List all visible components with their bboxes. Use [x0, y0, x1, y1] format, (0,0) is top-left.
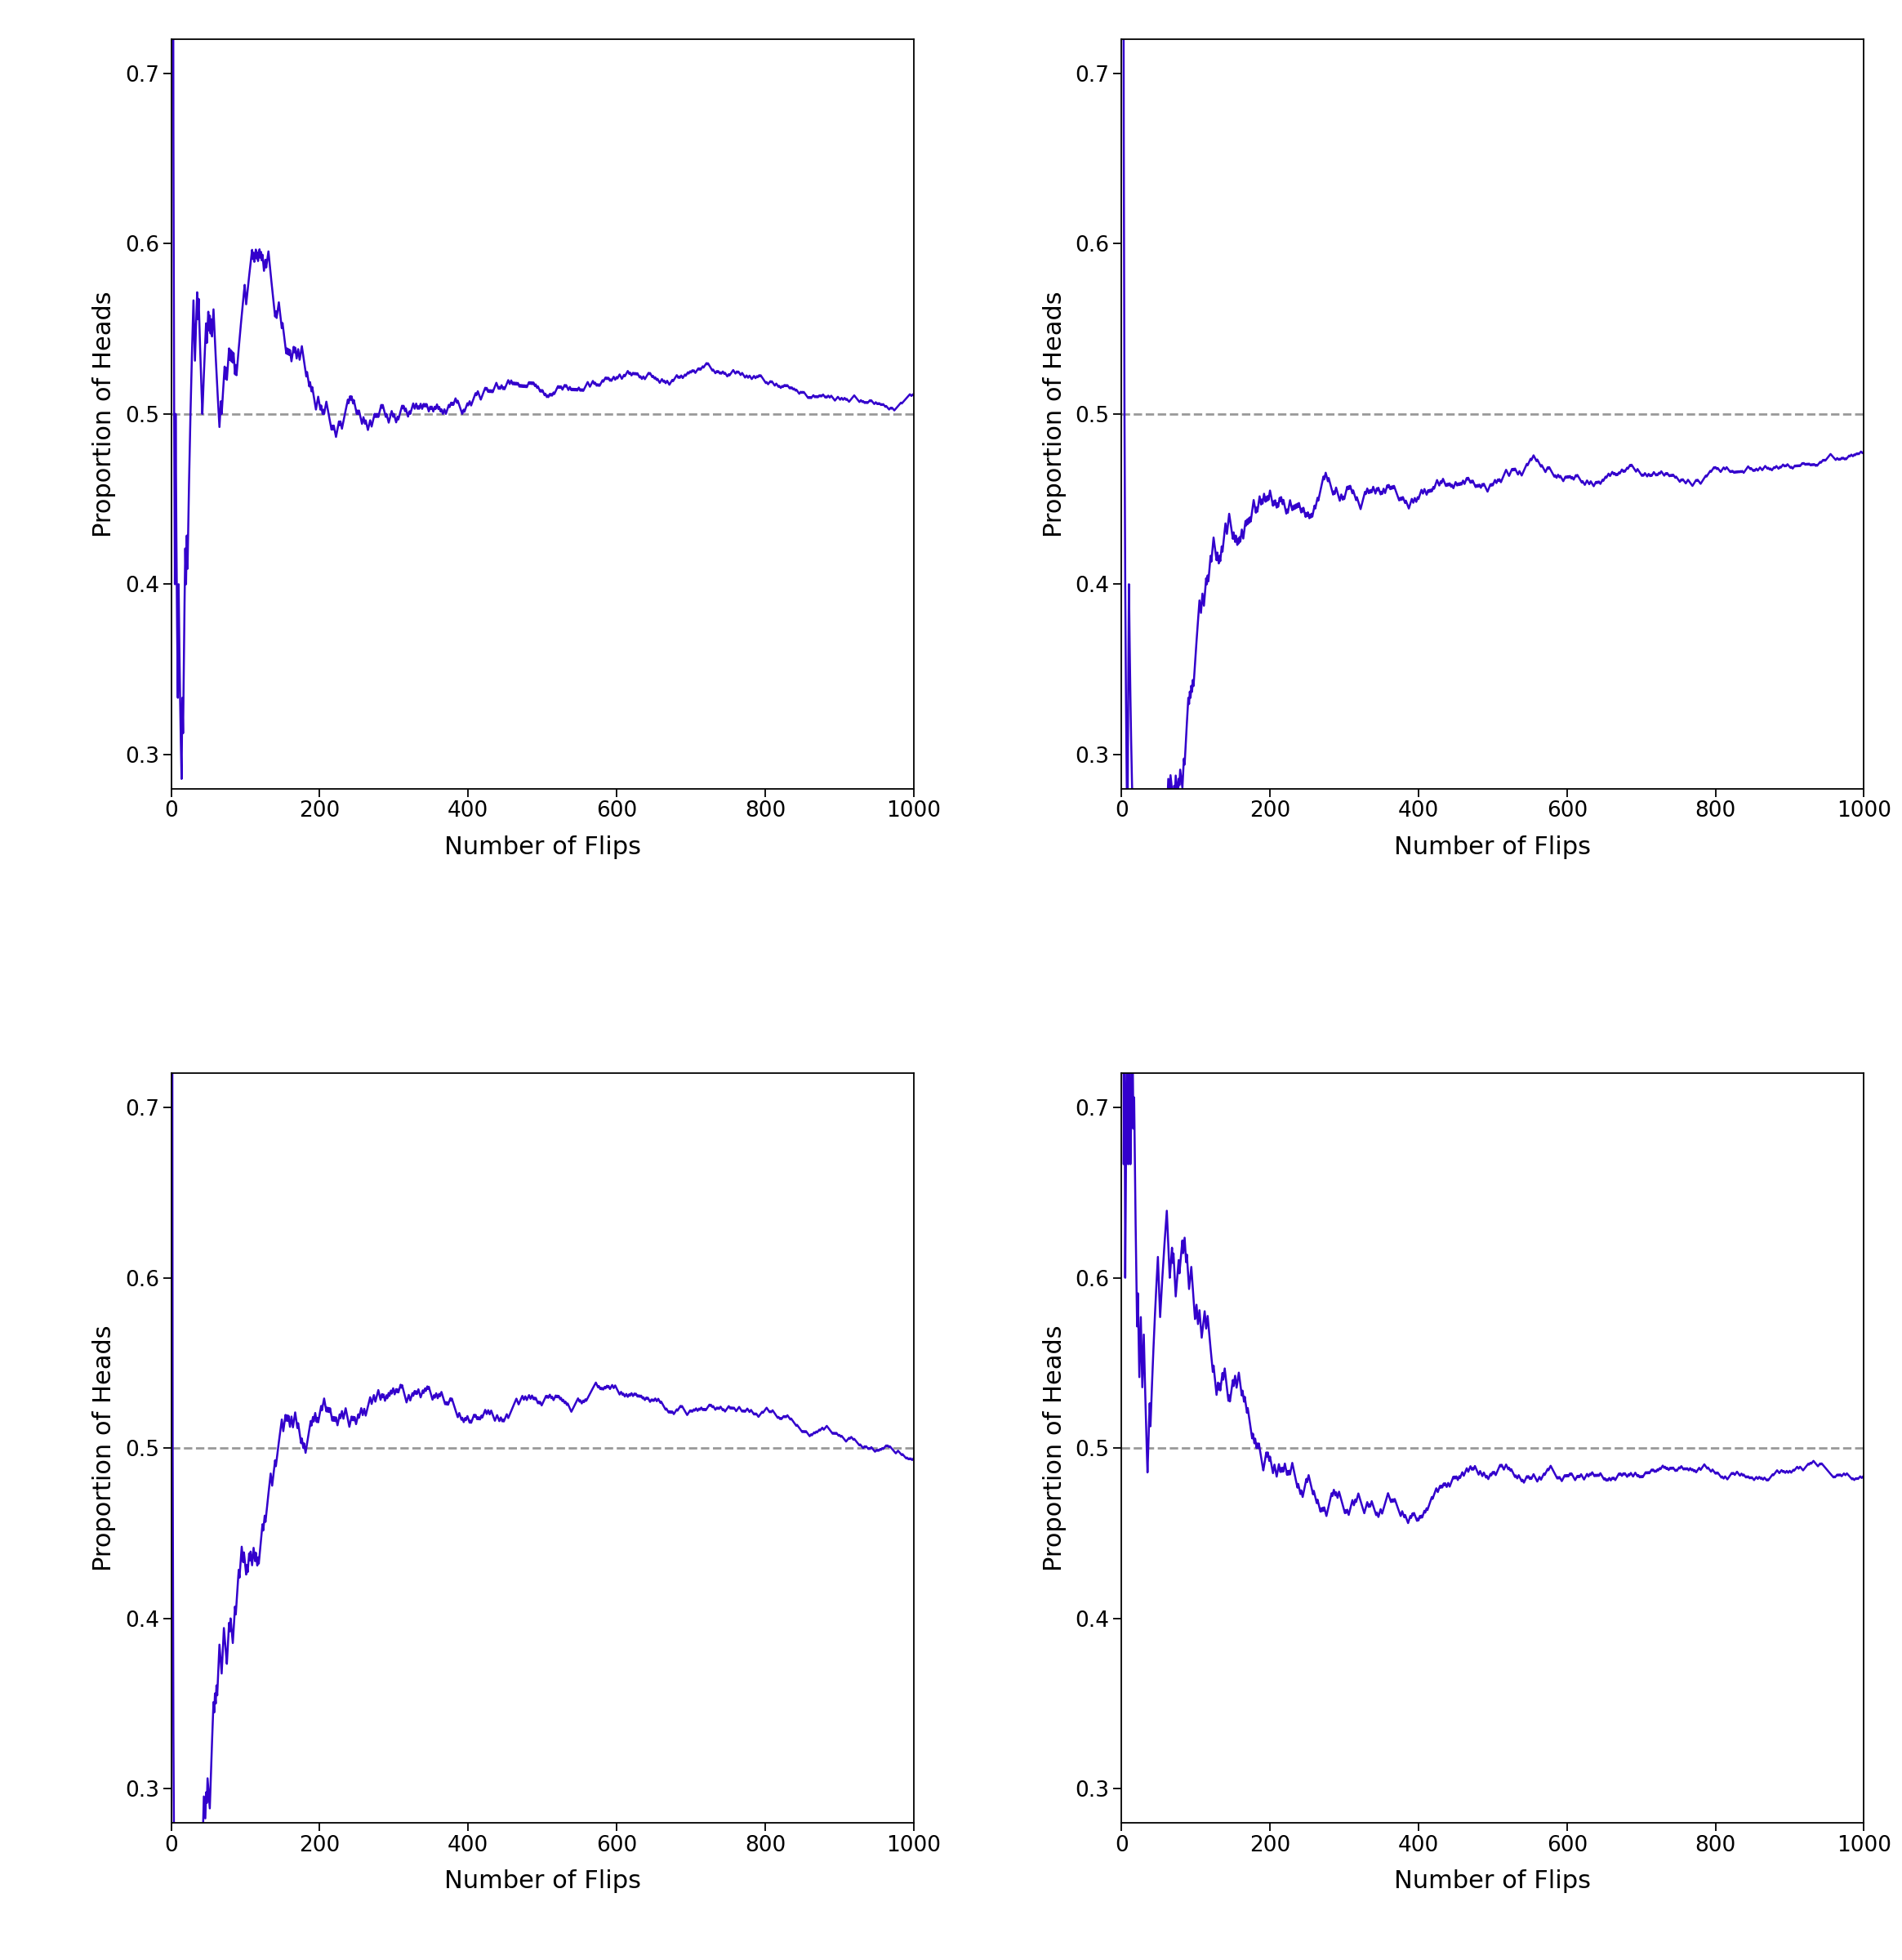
X-axis label: Number of Flips: Number of Flips [1394, 835, 1592, 858]
X-axis label: Number of Flips: Number of Flips [443, 835, 641, 858]
Y-axis label: Proportion of Heads: Proportion of Heads [91, 290, 116, 537]
X-axis label: Number of Flips: Number of Flips [443, 1870, 641, 1893]
Y-axis label: Proportion of Heads: Proportion of Heads [1042, 290, 1067, 537]
Y-axis label: Proportion of Heads: Proportion of Heads [1042, 1325, 1067, 1572]
Y-axis label: Proportion of Heads: Proportion of Heads [91, 1325, 116, 1572]
X-axis label: Number of Flips: Number of Flips [1394, 1870, 1592, 1893]
